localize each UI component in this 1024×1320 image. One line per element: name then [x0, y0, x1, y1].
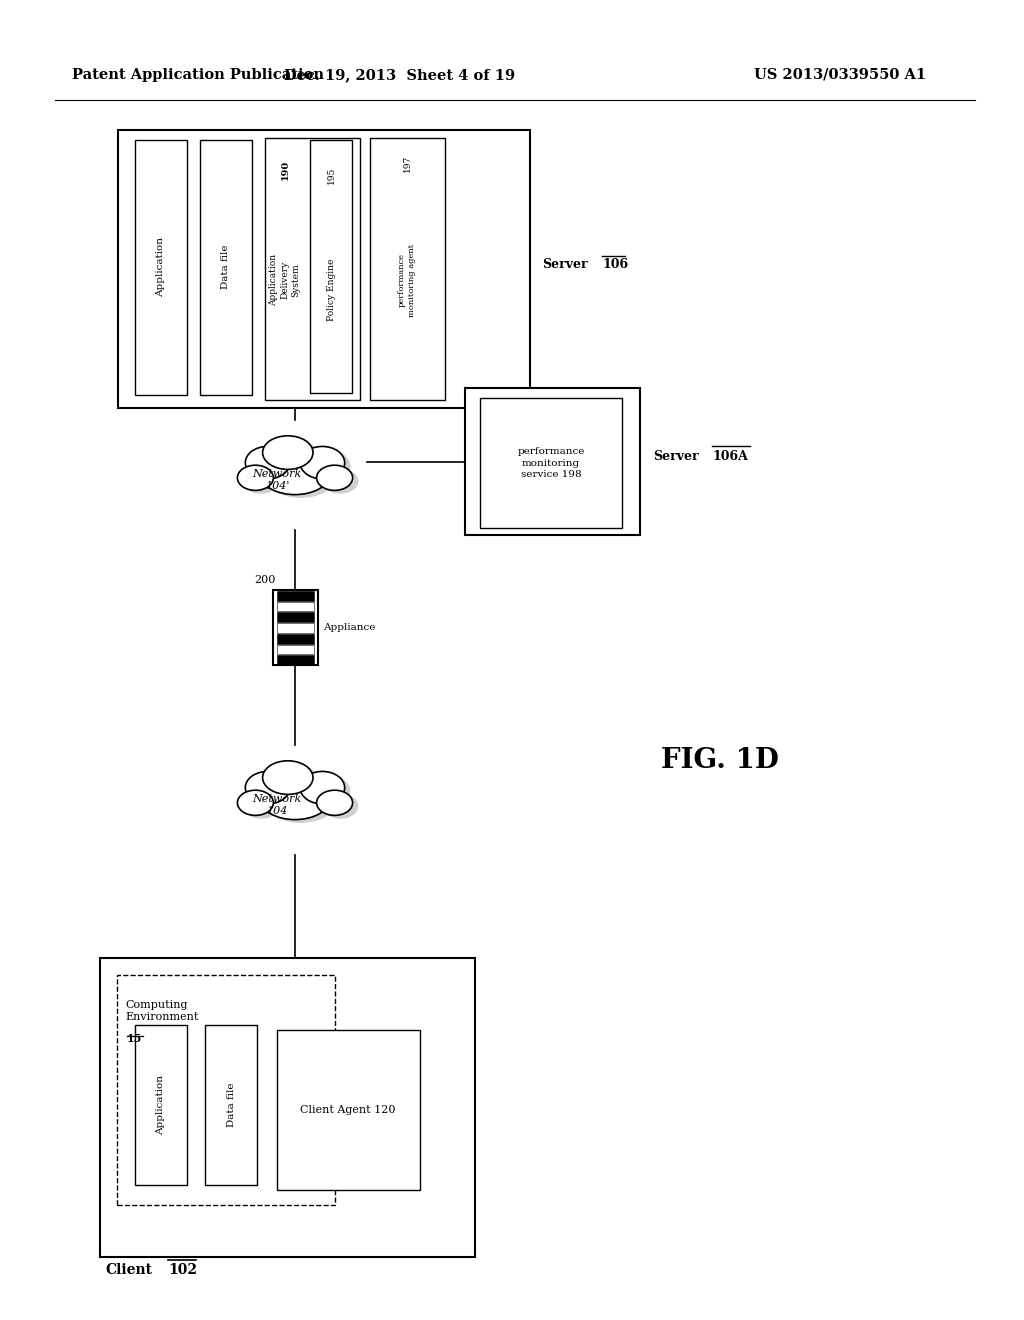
Ellipse shape [323, 469, 358, 494]
Ellipse shape [246, 771, 290, 804]
Ellipse shape [261, 455, 329, 495]
Text: Network
104': Network 104' [252, 469, 302, 491]
Text: 195: 195 [327, 166, 336, 183]
Bar [117, 975, 335, 1205]
Text: Dec. 19, 2013  Sheet 4 of 19: Dec. 19, 2013 Sheet 4 of 19 [285, 69, 515, 82]
Bar [205, 1026, 257, 1185]
Bar [310, 140, 352, 393]
Bar [278, 602, 314, 611]
Ellipse shape [261, 780, 329, 820]
Ellipse shape [238, 465, 273, 491]
Bar [278, 591, 314, 601]
Ellipse shape [238, 791, 273, 816]
Text: Application: Application [157, 238, 166, 297]
Text: Data file: Data file [226, 1082, 236, 1127]
Text: 200: 200 [254, 576, 275, 585]
Bar [278, 655, 314, 665]
Text: 190: 190 [281, 160, 290, 180]
Bar [278, 612, 314, 622]
Text: 102: 102 [168, 1263, 197, 1276]
Bar [370, 139, 445, 400]
Text: performance
monitoring
service 198: performance monitoring service 198 [517, 446, 585, 479]
Bar [480, 399, 622, 528]
Ellipse shape [268, 764, 318, 797]
Text: Client: Client [105, 1263, 152, 1276]
Text: Client Agent 120: Client Agent 120 [300, 1105, 395, 1115]
Text: Application: Application [157, 1074, 166, 1135]
Ellipse shape [300, 446, 345, 479]
Ellipse shape [243, 469, 280, 494]
Text: performance
monitoring agent: performance monitoring agent [397, 243, 416, 317]
Ellipse shape [306, 775, 350, 808]
Bar [278, 634, 314, 644]
Text: Patent Application Publication: Patent Application Publication [72, 69, 324, 82]
Text: 15: 15 [127, 1034, 142, 1044]
Text: 106: 106 [602, 259, 628, 272]
Text: Data file: Data file [221, 244, 230, 289]
Ellipse shape [251, 450, 296, 482]
Ellipse shape [266, 784, 335, 822]
Bar [278, 1030, 420, 1191]
Text: Computing
Environment: Computing Environment [125, 1001, 199, 1023]
Bar [265, 139, 360, 400]
Ellipse shape [243, 793, 280, 818]
Text: 106A: 106A [712, 450, 748, 462]
Ellipse shape [268, 440, 318, 473]
Ellipse shape [300, 771, 345, 804]
Ellipse shape [306, 450, 350, 482]
Bar [278, 644, 314, 655]
Text: Server: Server [542, 259, 588, 272]
Ellipse shape [316, 791, 352, 816]
Bar [100, 958, 475, 1257]
Bar [135, 1026, 187, 1185]
Ellipse shape [262, 436, 313, 470]
Text: Application
Delivery
System: Application Delivery System [269, 253, 301, 306]
Bar [278, 623, 314, 632]
Bar [465, 388, 640, 535]
Ellipse shape [266, 459, 335, 498]
Text: Appliance: Appliance [324, 623, 376, 632]
Text: US 2013/0339550 A1: US 2013/0339550 A1 [754, 69, 926, 82]
Bar [118, 129, 530, 408]
Ellipse shape [251, 775, 296, 808]
Bar [273, 590, 318, 665]
Text: Server: Server [653, 450, 698, 462]
Ellipse shape [246, 446, 290, 479]
Text: Network
104: Network 104 [252, 795, 302, 816]
Text: FIG. 1D: FIG. 1D [662, 747, 779, 774]
Ellipse shape [316, 465, 352, 491]
Text: 197: 197 [402, 154, 412, 172]
Ellipse shape [323, 793, 358, 818]
Ellipse shape [262, 760, 313, 795]
Bar [135, 140, 187, 395]
Text: Policy Engine: Policy Engine [327, 259, 336, 321]
Bar [200, 140, 252, 395]
